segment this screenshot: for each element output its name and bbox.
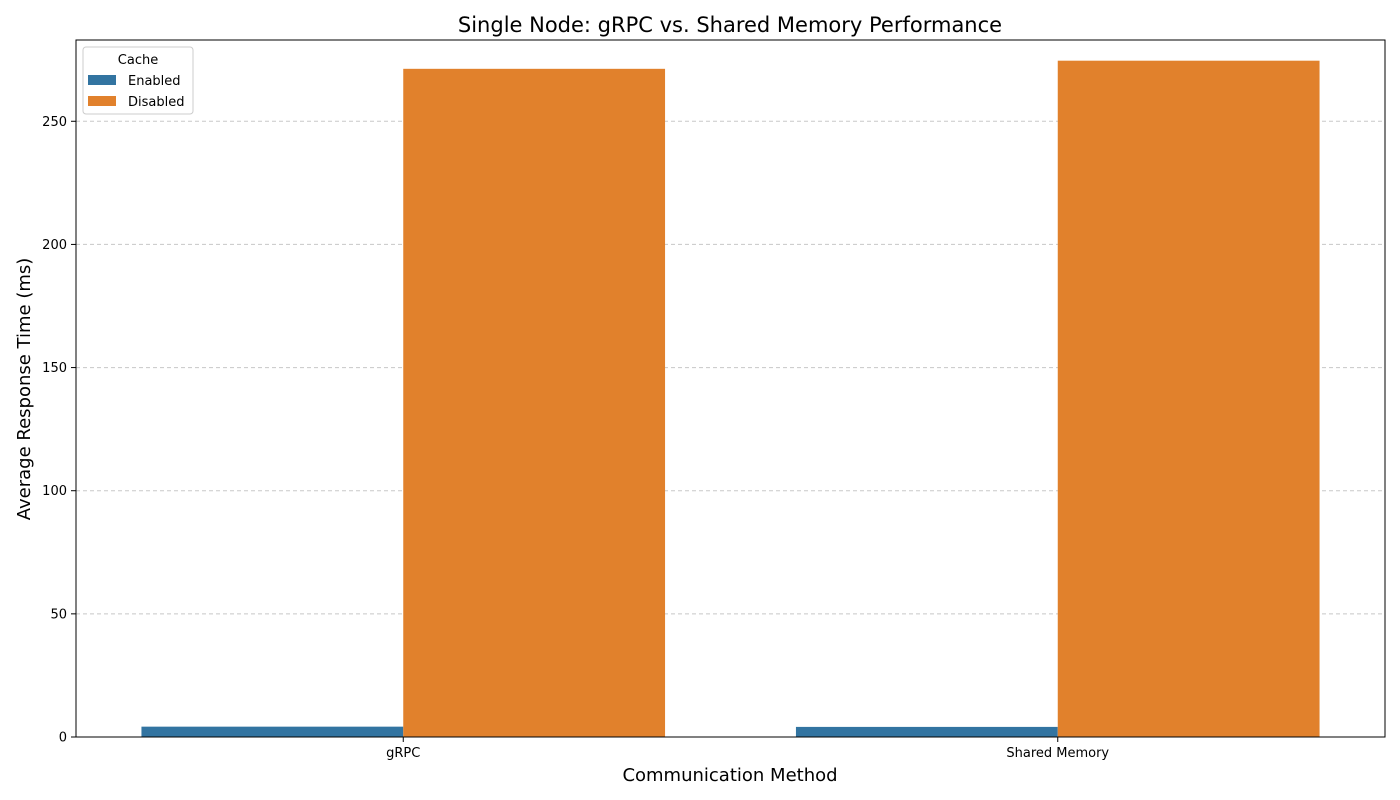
- bar-enabled-grpc: [141, 726, 404, 737]
- x-axis-title: Communication Method: [622, 765, 837, 786]
- y-tick-label: 250: [42, 115, 67, 130]
- bar-enabled-shared-memory: [795, 726, 1058, 737]
- legend-title: Cache: [118, 53, 158, 68]
- y-tick-label: 150: [42, 361, 67, 376]
- legend-swatch-disabled: [88, 96, 116, 106]
- gridlines: [76, 120, 1385, 615]
- y-axis-title: Average Response Time (ms): [14, 258, 35, 521]
- y-tick-label: 50: [50, 607, 67, 622]
- bar-disabled-grpc: [403, 68, 666, 737]
- legend: Cache Enabled Disabled: [82, 46, 194, 115]
- y-axis: 0 50 100 150 200 250: [42, 115, 76, 746]
- legend-label-disabled: Disabled: [128, 95, 184, 110]
- chart-title: Single Node: gRPC vs. Shared Memory Perf…: [458, 13, 1002, 37]
- y-tick-label: 200: [42, 238, 67, 253]
- y-tick-label: 100: [42, 484, 67, 499]
- x-tick-label: gRPC: [386, 746, 420, 761]
- legend-label-enabled: Enabled: [128, 74, 181, 89]
- x-tick-label: Shared Memory: [1006, 746, 1109, 761]
- bars: [141, 60, 1320, 737]
- bar-disabled-shared-memory: [1057, 60, 1320, 737]
- plot-frame: [75, 39, 1386, 738]
- x-axis: gRPC Shared Memory: [386, 737, 1109, 761]
- y-tick-label: 0: [59, 731, 67, 746]
- legend-swatch-enabled: [88, 75, 116, 85]
